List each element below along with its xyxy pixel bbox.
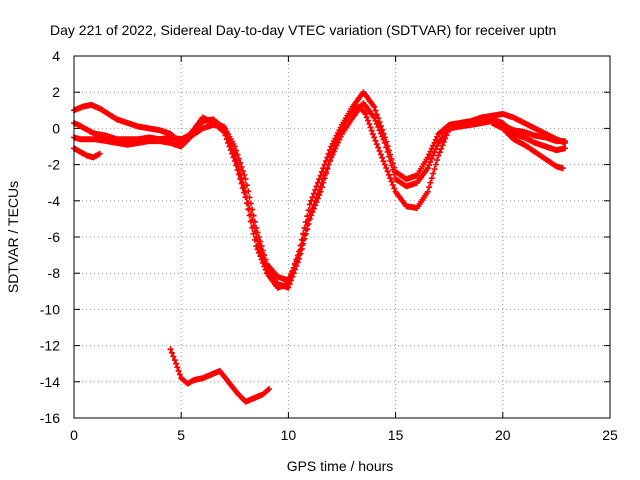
y-tick-label: -14 [40,374,60,390]
y-tick-label: -12 [40,338,60,354]
y-tick-label: -6 [48,229,61,245]
y-tick-label: -4 [48,193,61,209]
data-points [71,89,568,405]
plot-frame [73,55,611,419]
x-axis-label: GPS time / hours [287,458,394,474]
chart-title: Day 221 of 2022, Sidereal Day-to-day VTE… [50,22,556,38]
x-tick-label: 15 [388,427,404,443]
y-tick-label: -2 [48,157,61,173]
series-track-f [489,120,566,172]
y-tick-label: -8 [48,265,61,281]
series-track-e [167,346,273,405]
y-tick-label: 0 [52,120,60,136]
x-tick-label: 25 [602,427,618,443]
y-axis-label: SDTVAR / TECUs [5,181,21,293]
data-point-markers [489,120,566,172]
x-tick-label: 20 [495,427,511,443]
x-tick-label: 10 [281,427,297,443]
y-tick-label: 2 [52,84,60,100]
y-tick-label: 4 [52,48,60,64]
x-tick-label: 5 [177,427,185,443]
x-tick-label: 0 [70,427,78,443]
data-point-markers [167,346,273,405]
y-tick-label: -10 [40,301,60,317]
y-tick-label: -16 [40,410,60,426]
